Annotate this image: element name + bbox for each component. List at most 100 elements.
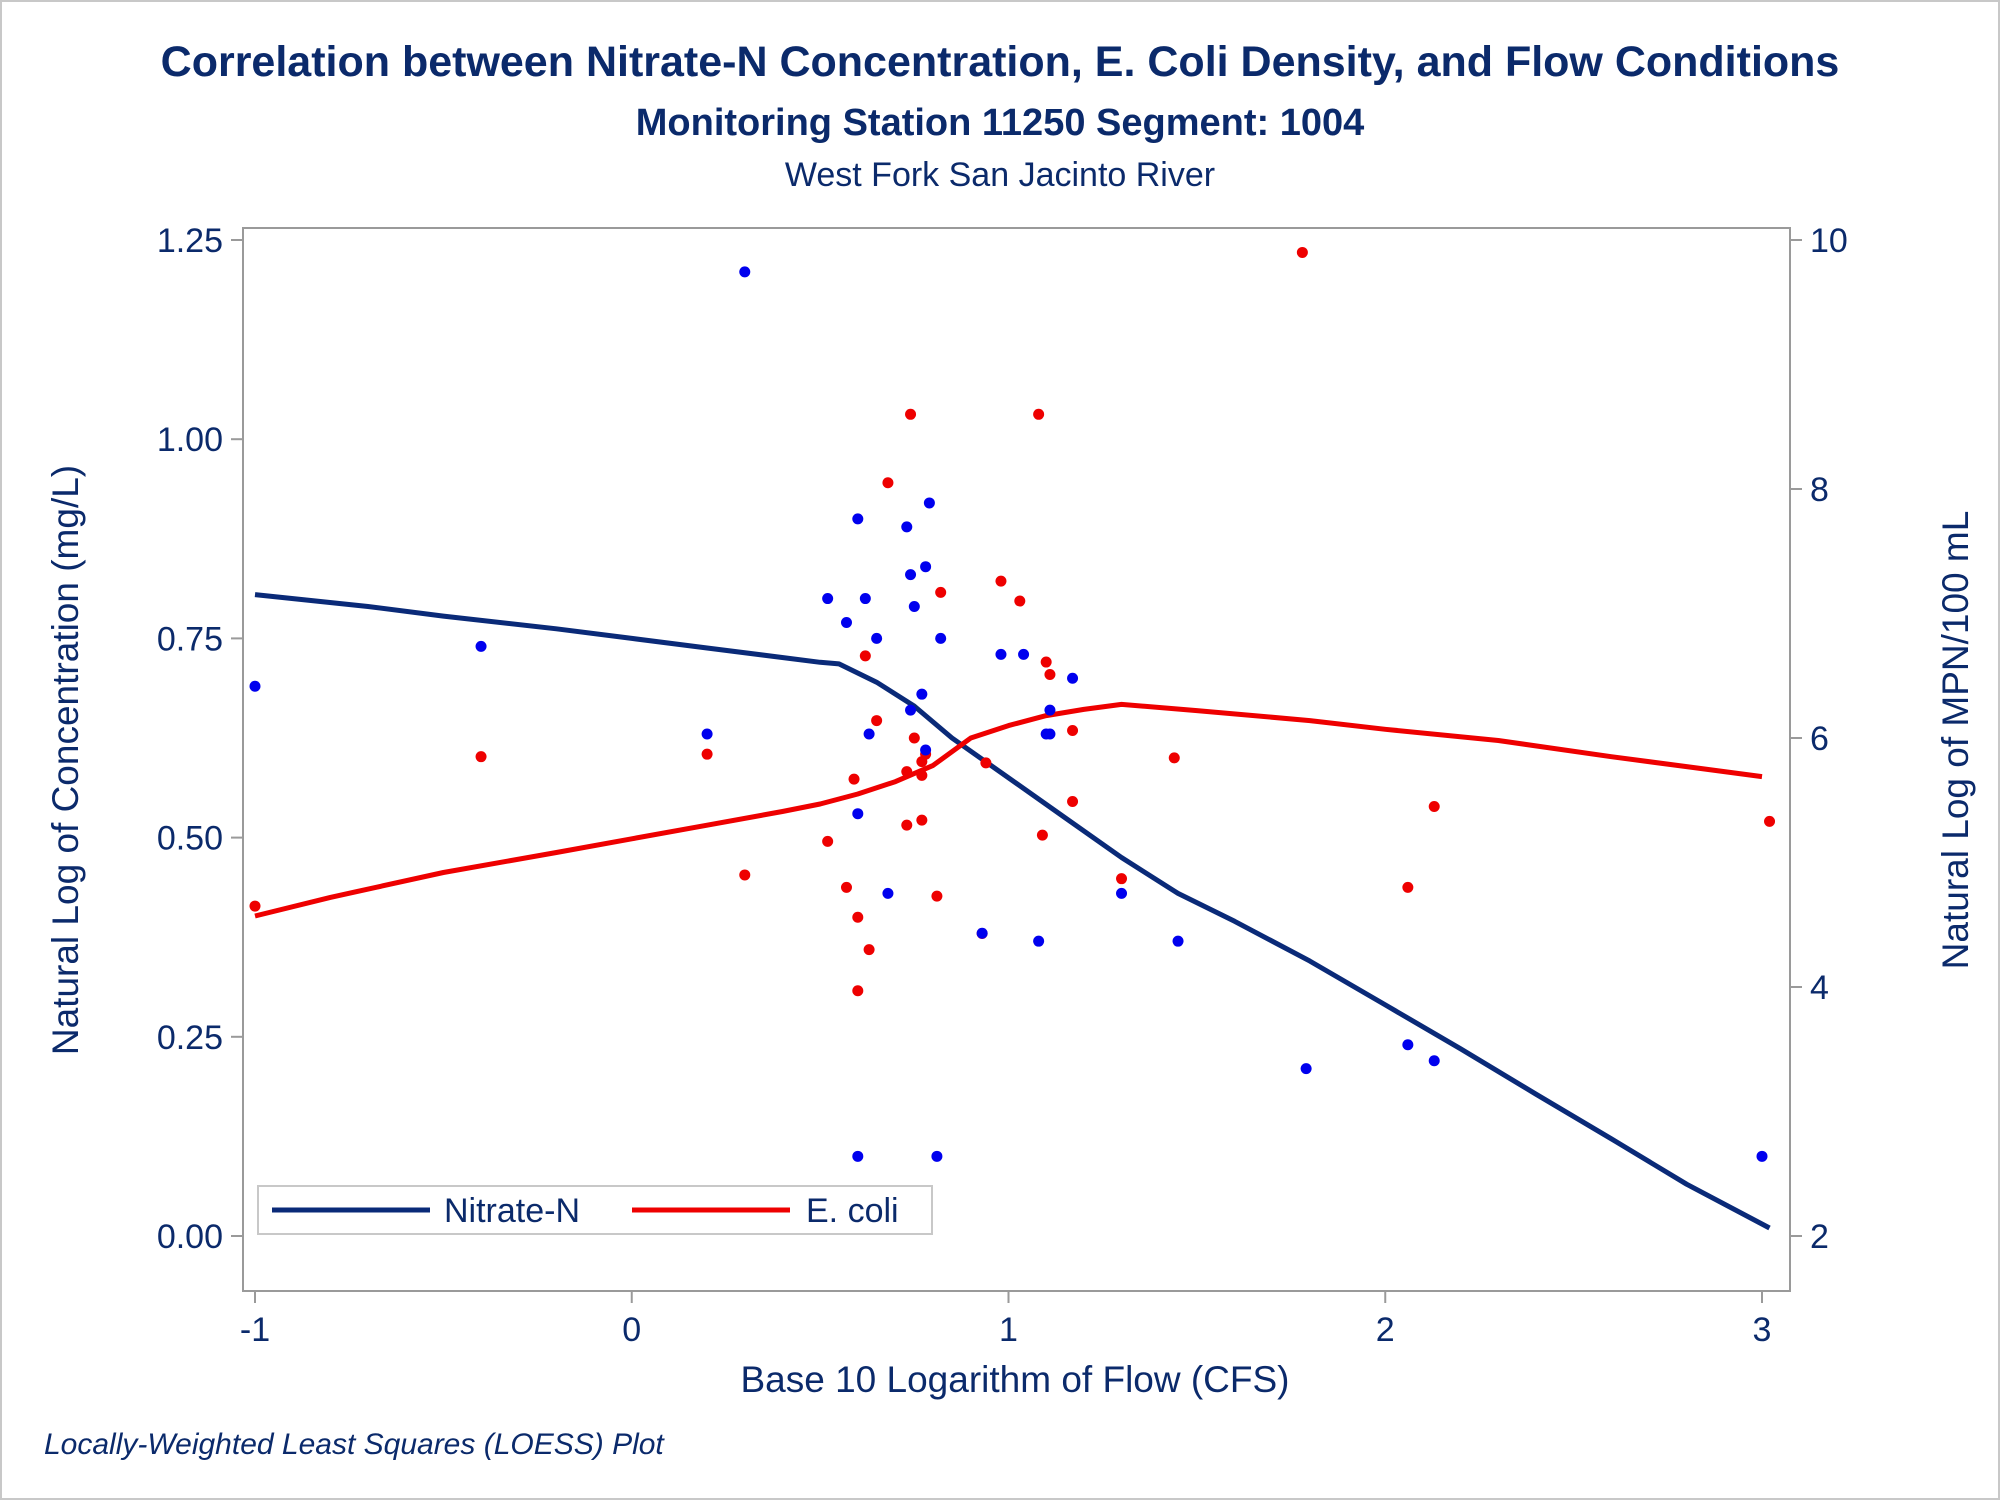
ecoli-point — [882, 477, 894, 489]
nitrate-point — [1067, 672, 1079, 684]
nitrate-point — [995, 648, 1007, 660]
nitrate-point — [908, 601, 920, 613]
nitrate-point — [1018, 648, 1030, 660]
nitrate-point — [920, 744, 932, 756]
nitrate-point — [852, 513, 864, 525]
nitrate-point — [905, 704, 917, 716]
ecoli-point — [859, 650, 871, 662]
nitrate-point — [1756, 1150, 1768, 1162]
nitrate-point — [871, 632, 883, 644]
nitrate-loess-line — [254, 592, 1771, 1231]
x-axis-label: Base 10 Logarithm of Flow (CFS) — [740, 1359, 1289, 1400]
ecoli-point — [848, 773, 860, 785]
data-points — [249, 246, 1776, 1203]
plot-frame — [242, 227, 1791, 1292]
nitrate-point — [901, 521, 913, 533]
nitrate-point — [1044, 704, 1056, 716]
ecoli-point — [905, 408, 917, 420]
legend: Nitrate-N E. coli — [257, 1185, 933, 1235]
axes: -1 0 1 2 3 0.00 0.25 0.50 0.75 1.00 1.25 2 4 6 8 10 — [157, 222, 1848, 1349]
ecoli-point — [1067, 725, 1079, 737]
ecoli-point — [901, 766, 913, 778]
ecoli-point — [701, 748, 713, 760]
ecoli-point — [249, 900, 261, 912]
y2-tick-label: 4 — [1810, 969, 1829, 1007]
nitrate-point — [920, 561, 932, 573]
nitrate-point — [840, 616, 852, 628]
nitrate-point — [923, 497, 935, 509]
ecoli-point — [1116, 873, 1128, 885]
nitrate-point — [739, 266, 751, 278]
chart-subtitle-river: West Fork San Jacinto River — [784, 156, 1216, 194]
y-tick-label: 0.50 — [157, 820, 223, 858]
ecoli-point — [863, 944, 875, 956]
ecoli-point — [901, 819, 913, 831]
chart-title: Correlation between Nitrate-N Concentrat… — [160, 38, 1840, 86]
nitrate-point — [852, 1150, 864, 1162]
ecoli-point — [931, 890, 943, 902]
y-tick-label: 0.75 — [157, 620, 223, 658]
ecoli-loess-line — [254, 701, 1763, 919]
y2-tick-label: 8 — [1810, 471, 1829, 509]
ecoli-point — [1036, 829, 1048, 841]
y-axis-label: Natural Log of Concentration (mg/L) — [45, 465, 86, 1055]
ecoli-point — [908, 732, 920, 744]
nitrate-point — [1428, 1055, 1440, 1067]
nitrate-point — [701, 728, 713, 740]
ecoli-point — [852, 985, 864, 997]
ecoli-point — [916, 814, 928, 826]
ecoli-point — [980, 757, 992, 769]
x-tick-label: -1 — [240, 1311, 270, 1349]
nitrate-point — [1116, 887, 1128, 899]
nitrate-point — [822, 593, 834, 605]
ecoli-point — [935, 586, 947, 598]
nitrate-point — [1172, 935, 1184, 947]
footnote: Locally-Weighted Least Squares (LOESS) P… — [44, 1428, 664, 1461]
y-tick-label: 0.00 — [157, 1218, 223, 1256]
x-tick-label: 1 — [999, 1311, 1018, 1349]
nitrate-point — [1033, 935, 1045, 947]
legend-label-ecoli: E. coli — [806, 1192, 899, 1230]
nitrate-point — [916, 688, 928, 700]
nitrate-point — [249, 680, 261, 692]
nitrate-point — [882, 887, 894, 899]
x-tick-label: 0 — [622, 1311, 641, 1349]
ecoli-point — [1014, 595, 1026, 607]
y-tick-label: 0.25 — [157, 1019, 223, 1057]
nitrate-point — [1402, 1039, 1414, 1051]
ecoli-point — [1040, 656, 1052, 668]
nitrate-point — [931, 1150, 943, 1162]
nitrate-point — [1300, 1063, 1312, 1075]
ecoli-point — [871, 715, 883, 727]
ecoli-point — [739, 869, 751, 881]
ecoli-point — [1168, 752, 1180, 764]
nitrate-point — [1044, 728, 1056, 740]
nitrate-point — [475, 640, 487, 652]
ecoli-point — [1296, 246, 1308, 258]
nitrate-point — [863, 728, 875, 740]
y-tick-label: 1.25 — [157, 222, 223, 260]
nitrate-point — [976, 927, 988, 939]
legend-label-nitrate: Nitrate-N — [444, 1192, 580, 1230]
nitrate-point — [852, 808, 864, 820]
x-tick-label: 3 — [1753, 1311, 1772, 1349]
ecoli-point — [995, 575, 1007, 587]
ecoli-point — [822, 835, 834, 847]
ecoli-point — [1044, 669, 1056, 681]
x-tick-label: 2 — [1376, 1311, 1395, 1349]
chart-subtitle: Monitoring Station 11250 Segment: 1004 — [635, 102, 1365, 144]
nitrate-point — [905, 569, 917, 581]
y2-tick-label: 6 — [1810, 720, 1829, 758]
ecoli-point — [916, 769, 928, 781]
ecoli-point — [840, 881, 852, 893]
ecoli-point — [852, 911, 864, 923]
ecoli-point — [1764, 815, 1776, 827]
ecoli-point — [475, 751, 487, 763]
nitrate-point — [859, 593, 871, 605]
ecoli-point — [1033, 408, 1045, 420]
y2-axis-label: Natural Log of MPN/100 mL — [1935, 511, 1976, 970]
loess-lines — [254, 592, 1771, 1231]
nitrate-point — [935, 632, 947, 644]
